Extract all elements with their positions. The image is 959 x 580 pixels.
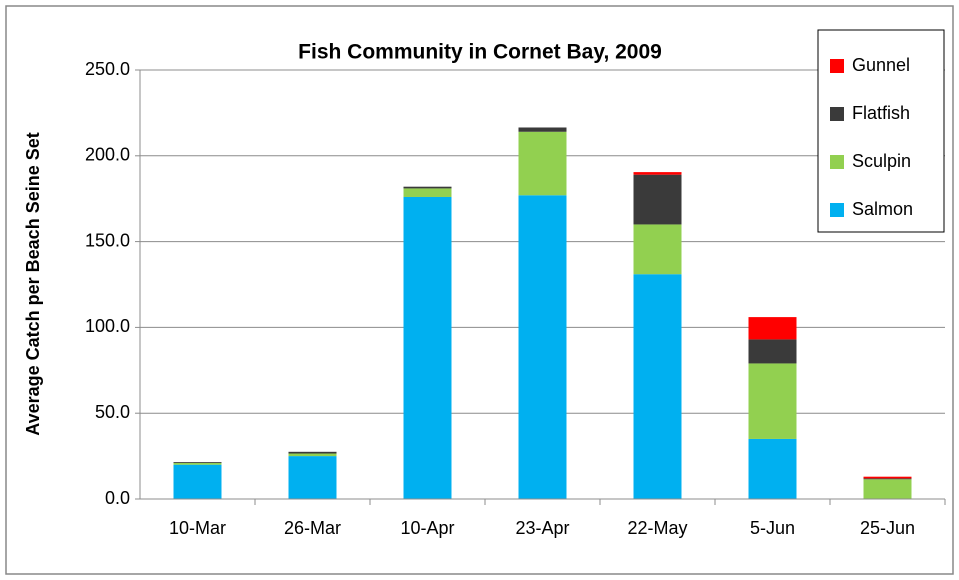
bar-segment <box>518 127 567 132</box>
bar-segment <box>173 464 222 499</box>
bar-segment <box>173 462 222 463</box>
bar-segment <box>403 186 452 189</box>
x-tick-label: 10-Apr <box>400 518 454 538</box>
x-tick-label: 5-Jun <box>750 518 795 538</box>
bar-segment <box>633 224 682 275</box>
bar-segment <box>633 172 682 175</box>
bar-segment <box>748 317 797 340</box>
bar-segment <box>288 451 337 454</box>
x-tick-label: 26-Mar <box>284 518 341 538</box>
y-axis-label: Average Catch per Beach Seine Set <box>23 132 43 435</box>
legend-label: Sculpin <box>852 151 911 171</box>
chart-title: Fish Community in Cornet Bay, 2009 <box>298 41 662 64</box>
legend-label: Salmon <box>852 199 913 219</box>
bar-segment <box>748 363 797 439</box>
bar-segment <box>403 188 452 197</box>
legend-label: Gunnel <box>852 55 910 75</box>
y-tick-label: 100.0 <box>85 316 130 336</box>
bar-segment <box>173 462 222 465</box>
y-tick-label: 50.0 <box>95 402 130 422</box>
x-tick-label: 23-Apr <box>515 518 569 538</box>
bar-segment <box>863 478 912 480</box>
legend-label: Flatfish <box>852 103 910 123</box>
legend-swatch <box>830 59 844 73</box>
bar-segment <box>518 195 567 499</box>
y-tick-label: 250.0 <box>85 59 130 79</box>
bar-segment <box>518 131 567 196</box>
bar-segment <box>403 196 452 499</box>
x-tick-label: 22-May <box>627 518 687 538</box>
x-tick-label: 10-Mar <box>169 518 226 538</box>
y-tick-label: 200.0 <box>85 145 130 165</box>
x-tick-label: 25-Jun <box>860 518 915 538</box>
bar-segment <box>633 274 682 499</box>
chart-border <box>5 5 954 575</box>
legend-swatch <box>830 155 844 169</box>
bar-segment <box>288 453 337 457</box>
bar-segment <box>863 476 912 479</box>
bar-segment <box>863 479 912 499</box>
bar-segment <box>748 339 797 364</box>
bar-segment <box>288 456 337 499</box>
legend-swatch <box>830 203 844 217</box>
bar-segment <box>748 438 797 499</box>
y-tick-label: 150.0 <box>85 230 130 250</box>
bar-segment <box>633 174 682 225</box>
y-tick-label: 0.0 <box>105 488 130 508</box>
legend-swatch <box>830 107 844 121</box>
